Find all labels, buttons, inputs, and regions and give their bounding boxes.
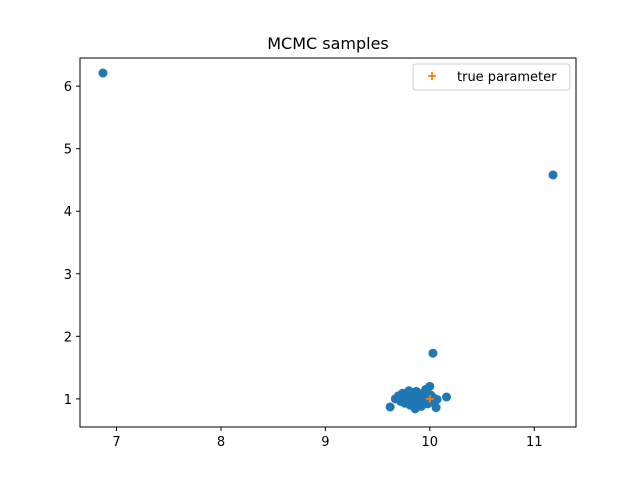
x-tick-label: 7 <box>112 435 120 450</box>
y-tick-label: 4 <box>64 205 72 220</box>
y-tick-label: 1 <box>64 393 72 408</box>
sample-point <box>425 381 435 391</box>
sample-point <box>98 68 108 78</box>
chart-title: MCMC samples <box>267 34 389 53</box>
plot-area-frame <box>79 57 577 428</box>
sample-point <box>432 394 442 404</box>
sample-point <box>385 402 395 412</box>
legend-label: true parameter <box>457 70 557 85</box>
legend-frame <box>412 63 571 91</box>
x-tick-label: 10 <box>422 435 439 450</box>
sample-point <box>401 397 411 407</box>
sample-point <box>431 403 441 413</box>
y-tick-label: 6 <box>64 80 72 95</box>
legend-marker-icon <box>428 72 436 80</box>
y-tick-label: 3 <box>64 268 72 283</box>
true-parameter-marker <box>425 394 434 403</box>
sample-point <box>406 389 416 399</box>
sample-point <box>442 392 452 402</box>
legend: true parameter <box>412 63 571 91</box>
x-tick-label: 11 <box>526 435 543 450</box>
y-tick-label: 2 <box>64 330 72 345</box>
x-tick-label: 8 <box>217 435 225 450</box>
x-tick-label: 9 <box>321 435 329 450</box>
sample-point <box>428 348 438 358</box>
y-tick-label: 5 <box>64 143 72 158</box>
sample-point <box>548 170 558 180</box>
